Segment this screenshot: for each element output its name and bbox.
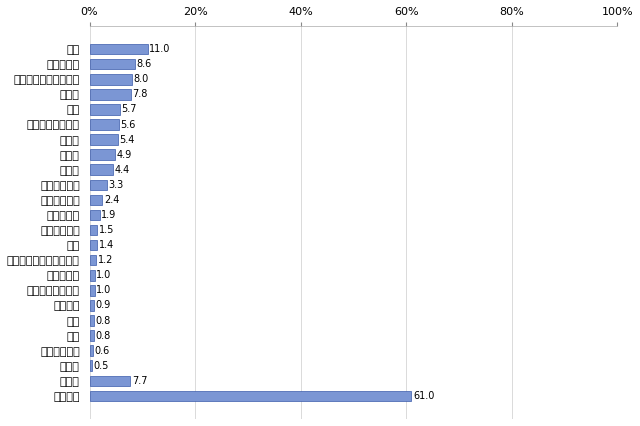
Bar <box>90 255 96 265</box>
Bar <box>90 315 94 326</box>
Text: 0.8: 0.8 <box>95 316 111 325</box>
Bar <box>90 345 93 356</box>
Text: 1.4: 1.4 <box>99 240 114 250</box>
Text: 7.7: 7.7 <box>132 376 147 386</box>
Text: 0.8: 0.8 <box>95 331 111 341</box>
Text: 1.0: 1.0 <box>97 285 111 295</box>
Bar <box>90 240 97 250</box>
Bar <box>90 164 113 175</box>
Bar <box>90 376 130 386</box>
Text: 4.4: 4.4 <box>115 165 129 175</box>
Bar <box>90 179 107 190</box>
Bar <box>90 270 95 281</box>
Bar <box>90 360 92 371</box>
Bar <box>90 391 412 401</box>
Text: 5.7: 5.7 <box>121 104 137 115</box>
Bar <box>90 195 102 205</box>
Text: 1.9: 1.9 <box>101 210 116 220</box>
Text: 11.0: 11.0 <box>149 44 170 54</box>
Text: 4.9: 4.9 <box>117 150 132 160</box>
Text: 0.9: 0.9 <box>96 300 111 311</box>
Bar <box>90 74 132 84</box>
Bar <box>90 225 97 235</box>
Bar <box>90 59 135 69</box>
Bar <box>90 119 119 130</box>
Text: 3.3: 3.3 <box>109 180 124 190</box>
Bar <box>90 150 115 160</box>
Text: 2.4: 2.4 <box>104 195 119 205</box>
Bar <box>90 210 100 220</box>
Text: 5.4: 5.4 <box>120 135 135 144</box>
Text: 0.6: 0.6 <box>94 345 109 356</box>
Bar <box>90 104 120 115</box>
Bar <box>90 285 95 296</box>
Text: 5.6: 5.6 <box>121 120 136 130</box>
Bar <box>90 300 94 311</box>
Text: 8.6: 8.6 <box>136 59 152 69</box>
Text: 1.5: 1.5 <box>99 225 115 235</box>
Text: 1.0: 1.0 <box>97 270 111 280</box>
Text: 7.8: 7.8 <box>132 89 148 99</box>
Text: 61.0: 61.0 <box>413 391 435 401</box>
Bar <box>90 330 94 341</box>
Text: 1.2: 1.2 <box>97 255 113 265</box>
Bar <box>90 89 131 100</box>
Bar <box>90 134 118 145</box>
Bar <box>90 44 148 55</box>
Text: 8.0: 8.0 <box>133 74 148 84</box>
Text: 0.5: 0.5 <box>94 361 109 371</box>
